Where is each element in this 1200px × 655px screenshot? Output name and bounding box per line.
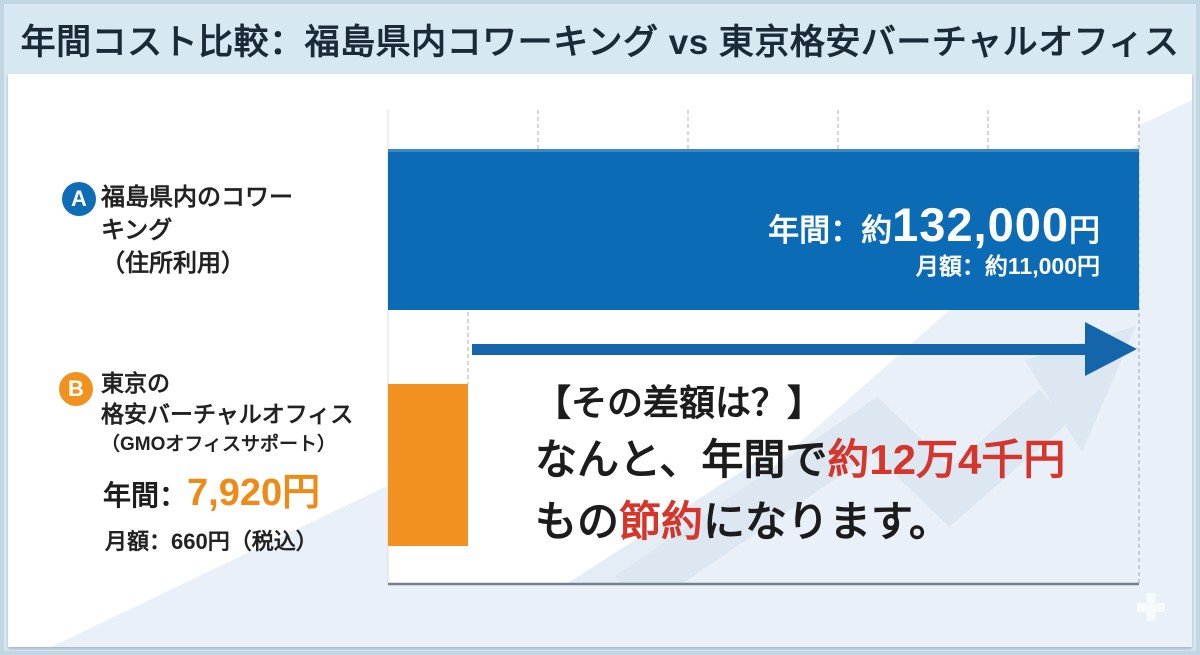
bar-b-annual-label: 年間： [103,480,188,512]
difference-line3-post: になります。 [703,498,951,545]
label-b-line3: （GMOオフィスサポート） [101,434,337,455]
difference-line2: なんと、年間で約12万4千円 [535,426,1065,487]
badge-b: B [59,372,93,406]
plus-icon [1137,593,1165,621]
difference-line3-pre: もの [535,498,620,545]
badge-a: A [62,182,96,216]
difference-arrow-head [1085,322,1137,376]
bar-a-annual-value: 132,000 [892,198,1069,251]
bar-a-value: 年間：約 132,000 円 月額：約11,000円 [768,200,1100,281]
difference-line2-black: なんと、年間で [535,436,828,483]
difference-arrow-shaft [472,344,1092,355]
difference-line3: もの節約になります。 [535,488,951,549]
growth-arrow-shaft [615,389,1069,585]
title-band: 年間コスト比較：福島県内コワーキング vs 東京格安バーチャルオフィス [4,4,1196,74]
bar-a-monthly: 月額：約11,000円 [915,253,1100,280]
label-a-line3: （住所利用） [101,250,245,277]
bar-a-annual: 年間：約 132,000 円 [768,198,1100,251]
difference-heading: 【その差額は？】 [535,382,824,423]
comparison-chart [51,100,1192,647]
bar-a-annual-prefix: 年間：約 [768,213,893,248]
cost-bar-b [388,384,468,546]
label-a-line2: キング [101,217,173,244]
difference-savings-word: 節約 [619,498,704,545]
content-card: A 福島県内のコワー キング （住所利用） 年間：約 132,000 円 月額：約1… [8,74,1192,647]
label-b-line2: 格安バーチャルオフィス [101,401,354,427]
bar-b-annual: 年間： 7,920円 [103,474,320,512]
cost-bar-a-highlight [388,149,1139,152]
cost-bar-a [388,149,1139,310]
bar-b-annual-value: 7,920円 [187,472,321,514]
difference-amount: 約12万4千円 [827,436,1066,483]
label-b-line1: 東京の [101,370,170,396]
page-title: 年間コスト比較：福島県内コワーキング vs 東京格安バーチャルオフィス [20,22,1180,62]
label-b: 東京の 格安バーチャルオフィス （GMOオフィスサポート） [101,368,353,459]
difference-arrow [472,322,1137,376]
label-a-line1: 福島県内のコワー [101,184,293,211]
bar-a-annual-suffix: 円 [1069,213,1100,248]
bar-b-monthly: 月額：660円（税込） [105,529,318,554]
label-a: 福島県内のコワー キング （住所利用） [101,181,293,280]
